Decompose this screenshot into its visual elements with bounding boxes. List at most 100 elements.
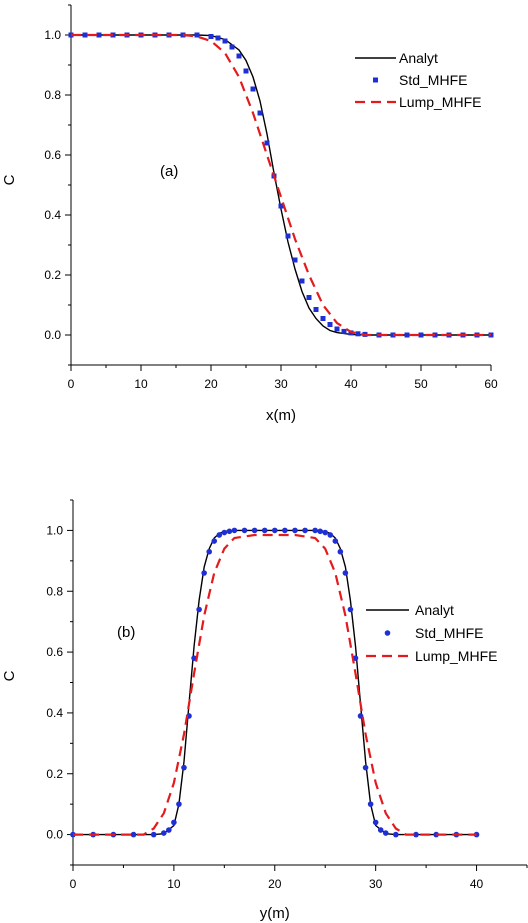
- data-point: [433, 831, 440, 838]
- x-tick-label: 50: [414, 377, 428, 391]
- data-point: [413, 831, 419, 838]
- data-point: [313, 307, 319, 312]
- panel-label: (b): [117, 624, 135, 641]
- data-point: [196, 606, 202, 613]
- data-point: [211, 538, 218, 544]
- data-point: [299, 278, 305, 284]
- y-tick-label: 0.6: [46, 645, 63, 659]
- data-point: [222, 38, 228, 44]
- data-point: [418, 332, 424, 338]
- data-point: [226, 528, 233, 535]
- data-point: [312, 527, 318, 534]
- data-point: [393, 831, 399, 838]
- data-point: [347, 606, 354, 613]
- legend-label: Lump_MHFE: [399, 94, 481, 110]
- panel-label: (a): [160, 163, 178, 180]
- series-line-analyt: [73, 529, 477, 836]
- legend-swatch-circle: [384, 630, 391, 636]
- data-point: [257, 110, 263, 116]
- data-point: [334, 326, 340, 332]
- data-point: [367, 801, 374, 807]
- x-tick-label: 30: [274, 377, 288, 391]
- data-point: [261, 527, 268, 534]
- data-point: [206, 548, 212, 555]
- data-point: [327, 532, 334, 538]
- y-tick-label: 0.4: [46, 706, 63, 720]
- data-point: [320, 316, 326, 321]
- data-point: [372, 819, 379, 826]
- x-tick-label: 40: [470, 877, 484, 891]
- legend-label: Std_MHFE: [399, 72, 467, 88]
- y-tick-label: 1.0: [46, 523, 63, 537]
- data-point: [161, 830, 167, 836]
- series-line-lump-mhfe: [71, 33, 491, 337]
- series-line-lump-mhfe: [73, 533, 477, 836]
- y-axis-label: C: [1, 174, 18, 185]
- data-point: [317, 528, 323, 535]
- legend-label: Std_MHFE: [415, 625, 483, 641]
- chart-panel-a: 0.0 0.2 0.4 0.6 0.8 1.0 0 10 20 30 40 50 60 x(m) C (a) A…: [1, 4, 498, 424]
- data-point: [176, 801, 182, 807]
- y-tick-label: 0.0: [46, 828, 63, 842]
- data-point: [231, 527, 238, 534]
- legend: Analyt Std_MHFE Lump_MHFE: [366, 602, 497, 664]
- data-point: [322, 529, 329, 536]
- data-point: [382, 830, 389, 836]
- data-point: [166, 827, 172, 833]
- data-point: [327, 322, 333, 327]
- data-point: [332, 538, 339, 544]
- y-axis-label: C: [1, 670, 18, 681]
- data-point: [216, 532, 223, 538]
- x-tick-label: 20: [268, 877, 282, 891]
- y-tick-label: 1.0: [44, 28, 61, 42]
- data-point: [404, 332, 410, 338]
- legend-label: Lump_MHFE: [415, 648, 497, 664]
- data-point: [130, 831, 137, 838]
- x-axis-label: y(m): [260, 905, 290, 922]
- data-point: [292, 527, 298, 534]
- y-tick-label: 0.0: [44, 328, 61, 342]
- data-point: [271, 527, 278, 534]
- y-tick-label: 0.8: [46, 584, 63, 598]
- legend-label: Analyt: [415, 602, 454, 618]
- data-point: [236, 53, 242, 59]
- x-tick-label: 40: [344, 377, 358, 391]
- data-point: [194, 32, 200, 38]
- y-tick-label: 0.6: [44, 148, 61, 162]
- data-point: [96, 32, 102, 38]
- data-point: [150, 831, 157, 838]
- legend: Analyt Std_MHFE Lump_MHFE: [355, 50, 481, 110]
- data-point: [355, 331, 361, 337]
- data-point: [229, 44, 235, 50]
- data-point: [341, 328, 347, 334]
- x-tick-label: 30: [369, 877, 383, 891]
- x-axis-label: x(m): [266, 407, 296, 424]
- data-point: [215, 35, 221, 41]
- data-point: [241, 527, 248, 534]
- y-tick-label: 0.8: [44, 88, 61, 102]
- data-point: [337, 548, 344, 555]
- data-point: [181, 764, 187, 771]
- data-point: [362, 764, 369, 771]
- data-point: [377, 827, 384, 833]
- x-tick-label: 20: [204, 377, 218, 391]
- data-point: [221, 529, 228, 536]
- y-tick-label: 0.4: [44, 208, 61, 222]
- x-tick-label: 60: [484, 377, 498, 391]
- y-tick-label: 0.2: [46, 767, 63, 781]
- data-point: [302, 527, 308, 534]
- data-point: [282, 527, 288, 534]
- y-tick-label: 0.2: [44, 268, 61, 282]
- x-tick-label: 10: [134, 377, 148, 391]
- data-point: [251, 527, 258, 534]
- x-tick-label: 10: [167, 877, 181, 891]
- data-point: [292, 257, 298, 263]
- x-tick-label: 0: [70, 877, 77, 891]
- data-point: [250, 86, 256, 92]
- chart-panel-b: 0.0 0.2 0.4 0.6 0.8 1.0 0 10 20 30 40 y(m) C (b) Analy…: [1, 499, 528, 922]
- legend-swatch-square: [373, 77, 378, 83]
- data-point: [390, 332, 396, 338]
- series-markers-std-mhfe: [70, 527, 480, 838]
- data-point: [82, 32, 88, 38]
